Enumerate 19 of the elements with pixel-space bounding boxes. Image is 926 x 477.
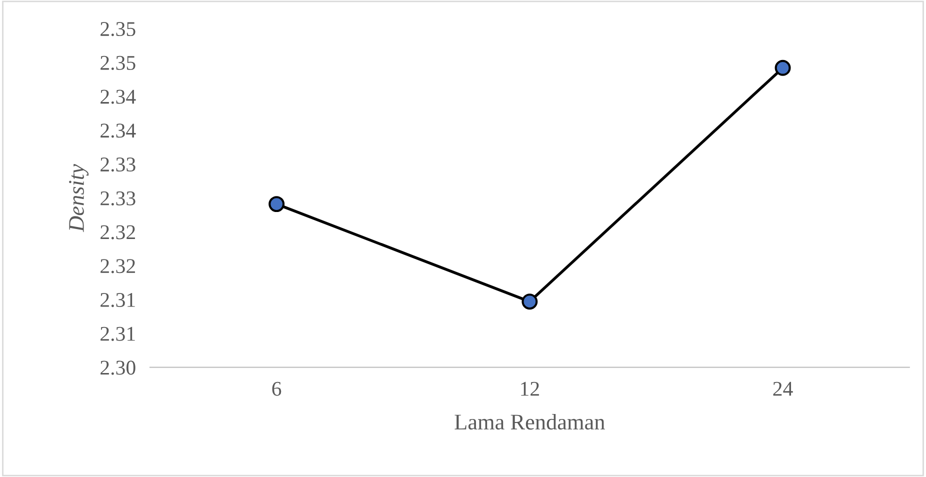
x-tick-label: 12: [521, 382, 539, 396]
y-axis-title: Density: [69, 164, 89, 232]
point: [268, 196, 285, 212]
point: [522, 294, 538, 310]
y-tick-label: 2.30: [100, 360, 136, 375]
y-tick-label: 2.35: [100, 56, 136, 70]
x-tick-label: 6: [272, 382, 282, 396]
y-tick-label: 2.35: [100, 22, 136, 36]
y-tick-label: 2.34: [100, 124, 136, 138]
y-tick-label: 2.33: [100, 191, 136, 206]
y-tick-label: 2.32: [100, 225, 135, 240]
y-tick-label: 2.33: [100, 158, 136, 172]
y-tick-label: 2.34: [100, 90, 136, 104]
point: [774, 60, 791, 76]
y-tick-label: 2.31: [100, 292, 135, 308]
x-axis-title: Lama Rendaman: [454, 414, 605, 430]
y-tick-label: 2.32: [100, 259, 135, 274]
y-tick-label: 2.31: [100, 326, 135, 341]
x-tick-label: 24: [773, 382, 793, 396]
